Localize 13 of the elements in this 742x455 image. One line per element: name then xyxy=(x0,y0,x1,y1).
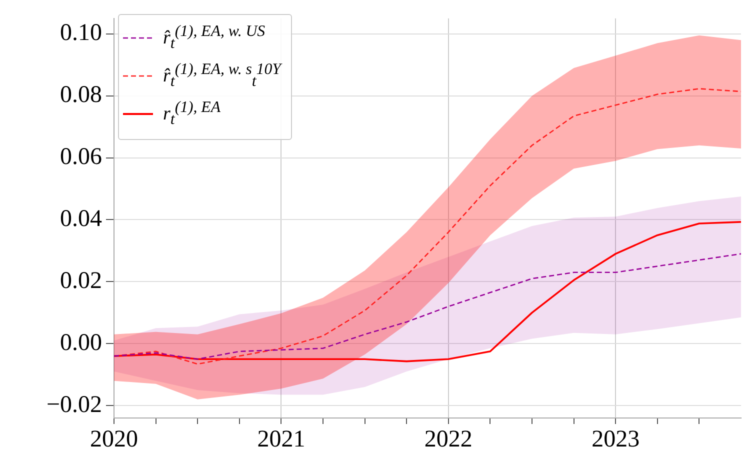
y-tick-label: 0.02 xyxy=(60,268,102,294)
y-tick-label: 0.08 xyxy=(60,82,102,108)
y-tick-label: 0.10 xyxy=(60,20,102,46)
line-series xyxy=(114,253,741,360)
x-tick-label: 2021 xyxy=(257,426,306,453)
y-tick-label: 0.04 xyxy=(60,206,102,232)
y-tick-label: 0.06 xyxy=(60,144,102,170)
x-tick-label: 2023 xyxy=(592,426,640,453)
x-tick-label: 2022 xyxy=(424,426,472,453)
y-tick-label: −0.02 xyxy=(46,392,102,418)
y-tick-label: 0.00 xyxy=(60,330,102,356)
x-tick-label: 2020 xyxy=(90,426,138,453)
line-series xyxy=(114,88,741,365)
